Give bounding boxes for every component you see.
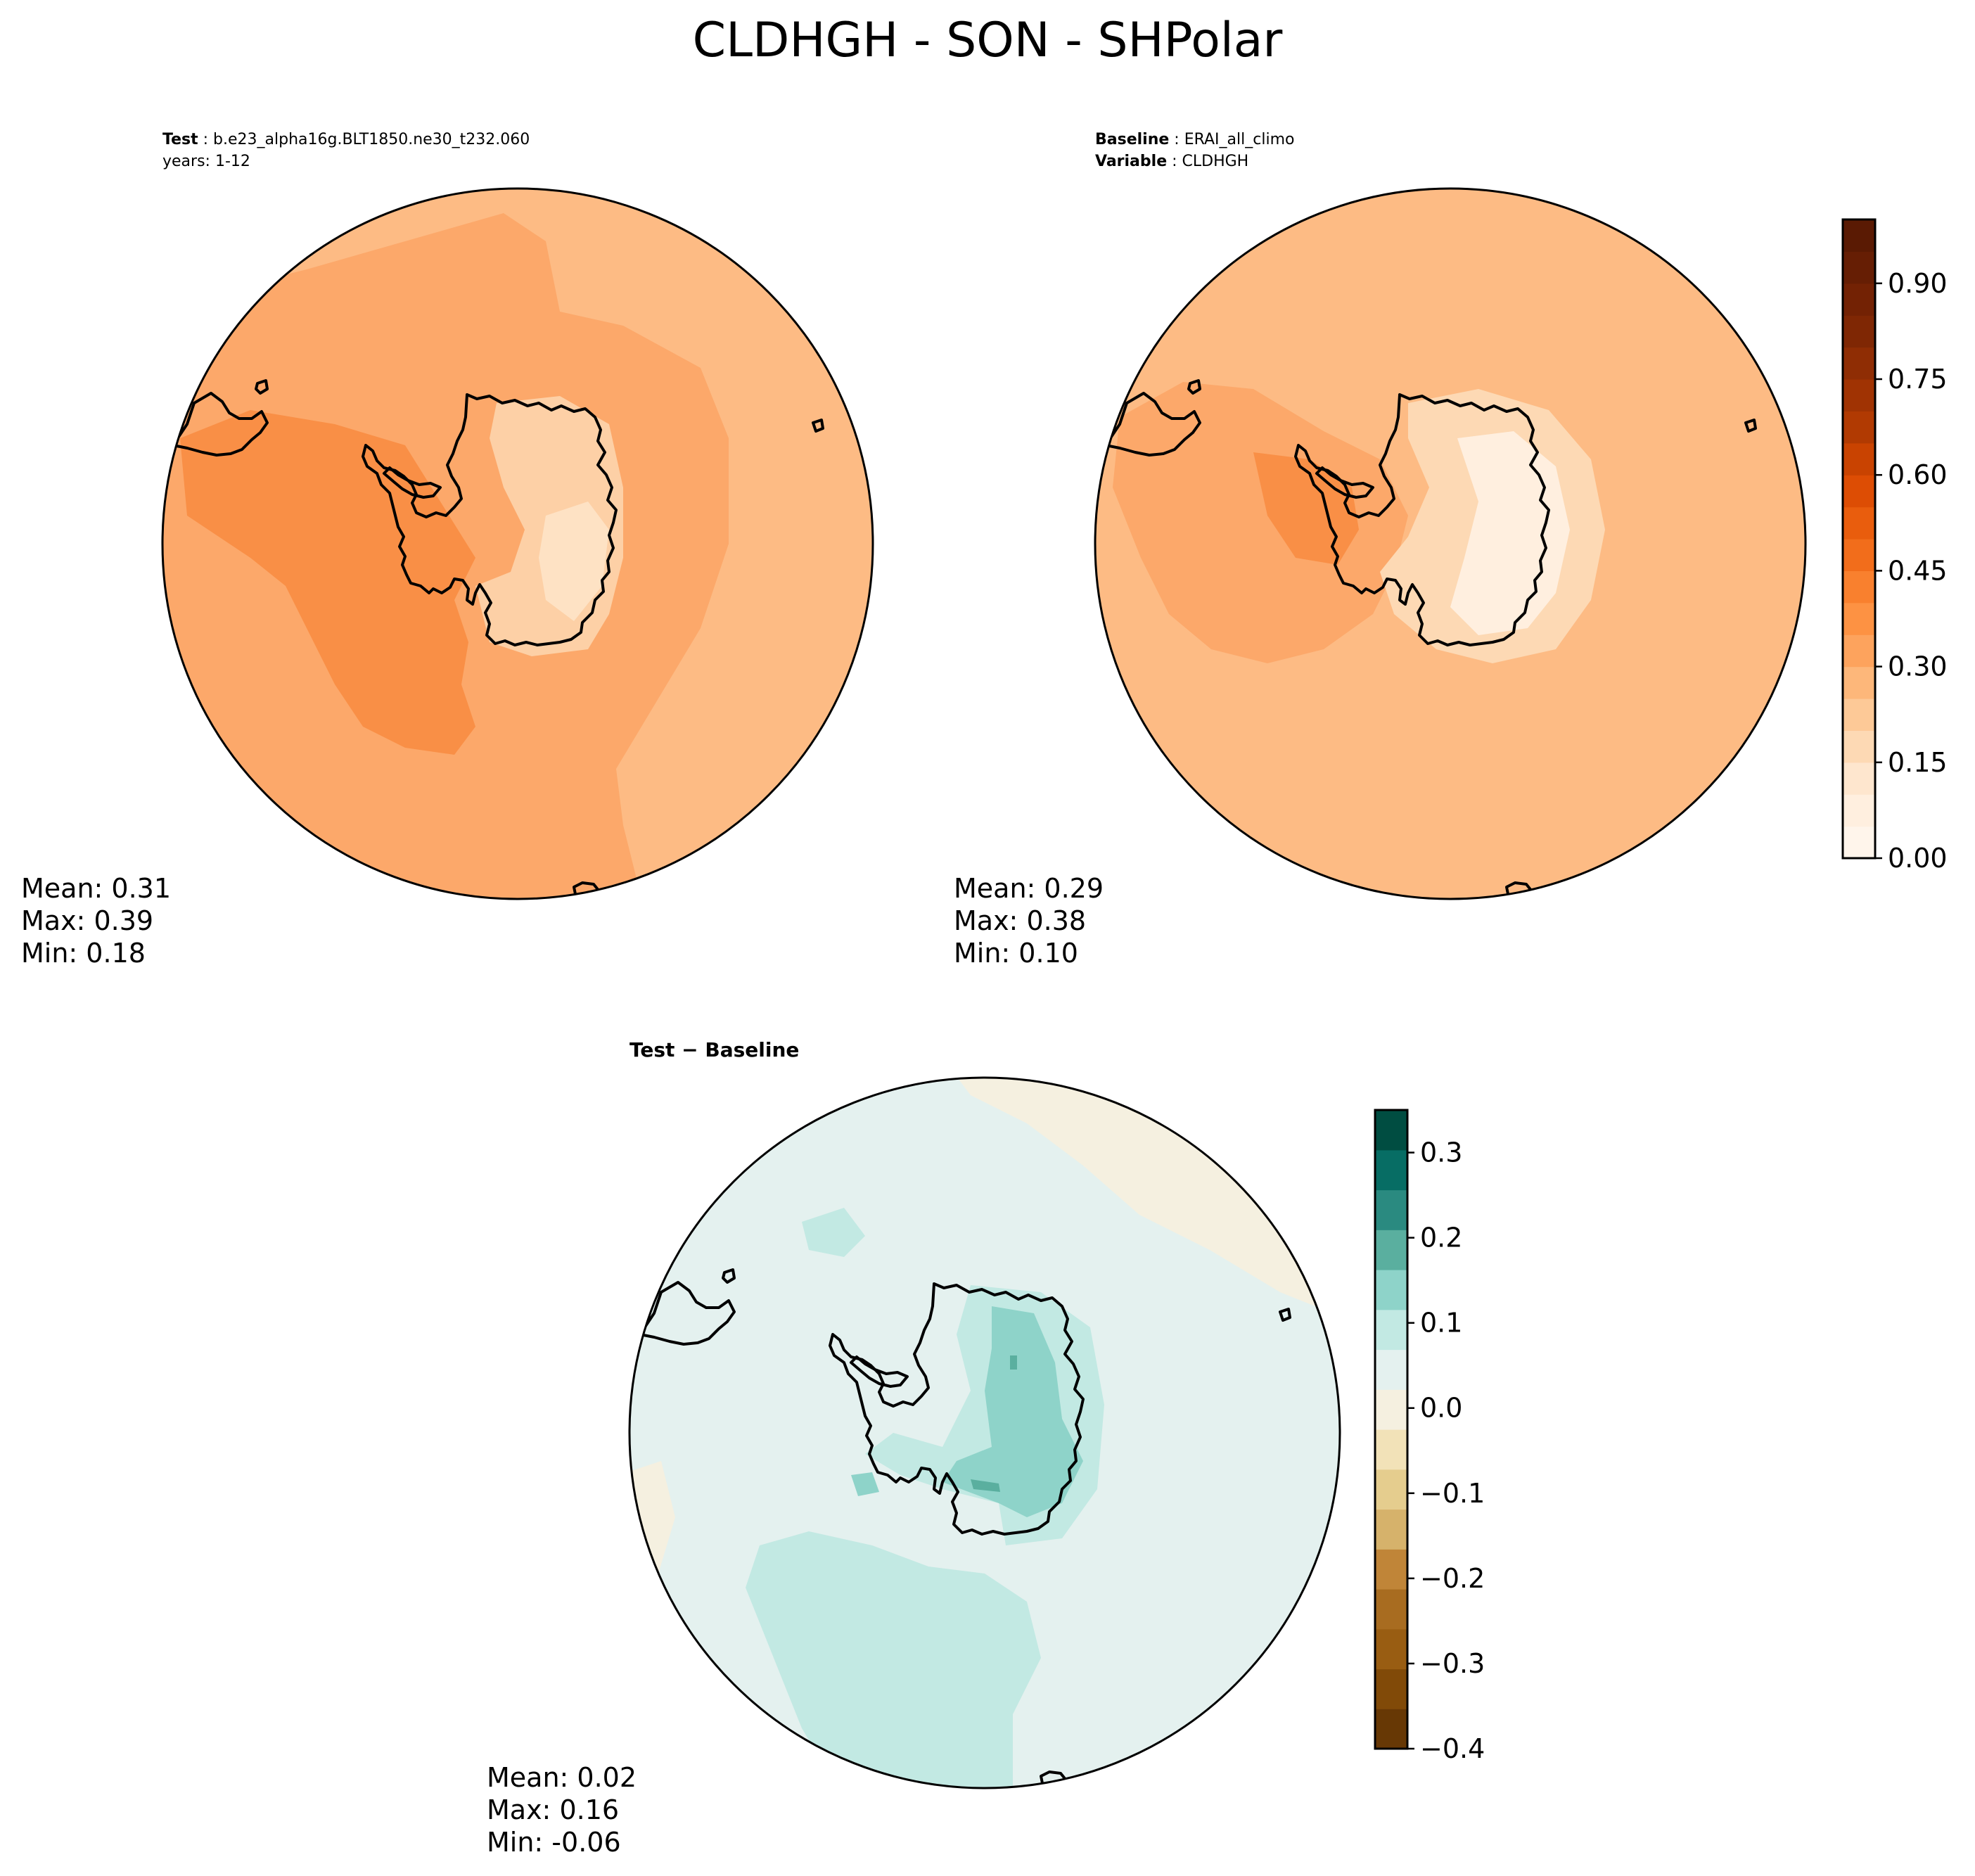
test-stat-min: Min: 0.18	[21, 938, 146, 969]
diff-field-pos1-west	[802, 1208, 865, 1257]
main-colorbar-segment	[1843, 762, 1875, 795]
baseline-stat-max: Max: 0.38	[954, 905, 1086, 936]
test-panel: Test : b.e23_alpha16g.BLT1850.ne30_t232.…	[21, 131, 874, 969]
diff-colorbar: −0.4 −0.3 −0.2 −0.1 0.0 0.1 0.2 0.3	[1374, 1109, 1485, 1764]
diff-stat-max: Max: 0.16	[487, 1794, 619, 1825]
main-colorbar-segment	[1843, 283, 1875, 316]
baseline-map	[1095, 189, 1805, 899]
diff-colorbar-segment	[1375, 1389, 1407, 1430]
baseline-stat-mean: Mean: 0.29	[954, 873, 1104, 904]
main-colorbar-segment	[1843, 826, 1875, 859]
baseline-map-border	[1094, 187, 1807, 900]
baseline-panel: Baseline : ERAI_all_climo Variable : CLD…	[954, 131, 1807, 969]
diff-colorbar-segment	[1375, 1429, 1407, 1470]
main-colorbar-segment	[1843, 442, 1875, 476]
baseline-field-darker	[1113, 382, 1408, 663]
main-colorbar-tick-label: 0.30	[1888, 651, 1948, 682]
diff-colorbar-tick-label: −0.2	[1420, 1563, 1485, 1594]
diff-stat-min: Min: -0.06	[487, 1827, 621, 1858]
main-colorbar-segment	[1843, 506, 1875, 540]
diff-colorbar-segment	[1375, 1549, 1407, 1590]
diff-colorbar-segment	[1375, 1469, 1407, 1510]
diff-stat-mean: Mean: 0.02	[487, 1762, 637, 1793]
baseline-variable: Variable : CLDHGH	[1095, 153, 1248, 170]
main-colorbar-tick-label: 0.45	[1888, 555, 1948, 586]
diff-colorbar-segment	[1375, 1509, 1407, 1550]
diff-colorbar-segment	[1375, 1709, 1407, 1749]
test-field-darkest	[180, 410, 475, 755]
diff-map-border	[628, 1076, 1341, 1789]
diff-label: Test − Baseline	[629, 1038, 799, 1061]
diff-colorbar-segment	[1375, 1628, 1407, 1670]
main-colorbar-segment	[1843, 698, 1875, 731]
diff-panel: Test − Baseline Mean: 0.02 Max: 0.16 Min…	[487, 1038, 1341, 1858]
baseline-stat-min: Min: 0.10	[954, 938, 1078, 969]
diff-colorbar-segment	[1375, 1230, 1407, 1270]
diff-colorbar-segment	[1375, 1668, 1407, 1709]
baseline-field-lightest	[1450, 431, 1570, 635]
diff-colorbar-tick-label: 0.3	[1420, 1137, 1462, 1168]
main-colorbar-tick-label: 0.00	[1888, 843, 1948, 874]
test-stat-max: Max: 0.39	[21, 905, 153, 936]
main-colorbar-segment	[1843, 251, 1875, 284]
main-colorbar-segment	[1843, 219, 1875, 252]
baseline-field-darkest	[1253, 452, 1359, 565]
test-map-border	[161, 187, 874, 900]
diff-colorbar-segment	[1375, 1589, 1407, 1630]
main-colorbar-segment	[1843, 666, 1875, 699]
diff-colorbar-tick-label: −0.1	[1420, 1478, 1485, 1509]
diff-field-pos2	[942, 1306, 1083, 1517]
diff-colorbar-tick-label: 0.1	[1420, 1308, 1462, 1339]
main-colorbar-segment	[1843, 347, 1875, 380]
diff-colorbar-segment	[1375, 1189, 1407, 1230]
diff-colorbar-outline	[1374, 1109, 1409, 1750]
diff-colorbar-segment	[1375, 1270, 1407, 1310]
main-colorbar-tick-label: 0.15	[1888, 747, 1948, 778]
diff-colorbar-tick-label: 0.2	[1420, 1223, 1462, 1253]
test-field-lightest	[539, 502, 609, 621]
main-colorbar-segment	[1843, 539, 1875, 571]
main-colorbar-segment	[1843, 315, 1875, 348]
main-colorbar: 0.00 0.15 0.30 0.45 0.60 0.75 0.90	[1841, 218, 1948, 874]
test-stat-mean: Mean: 0.31	[21, 873, 171, 904]
main-colorbar-tick-label: 0.60	[1888, 459, 1948, 490]
figure-title: CLDHGH - SON - SHPolar	[693, 13, 1283, 68]
diff-field-pos3	[971, 1355, 1017, 1492]
diff-colorbar-tick-label: −0.3	[1420, 1648, 1485, 1679]
diff-map	[629, 1078, 1340, 1788]
main-colorbar-segment	[1843, 730, 1875, 763]
diff-colorbar-segment	[1375, 1110, 1407, 1151]
main-colorbar-segment	[1843, 475, 1875, 508]
diff-field-pos2-b	[851, 1472, 879, 1496]
diff-colorbar-tick-label: −0.4	[1420, 1733, 1485, 1764]
main-colorbar-tick-label: 0.75	[1888, 364, 1948, 395]
baseline-label: Baseline : ERAI_all_climo	[1095, 131, 1294, 148]
main-colorbar-segment	[1843, 379, 1875, 411]
main-colorbar-segment	[1843, 411, 1875, 444]
main-colorbar-segment	[1843, 634, 1875, 668]
test-map	[162, 189, 873, 899]
test-label: Test : b.e23_alpha16g.BLT1850.ne30_t232.…	[162, 131, 530, 148]
test-years: years: 1-12	[162, 153, 250, 170]
main-colorbar-segment	[1843, 602, 1875, 635]
main-colorbar-segment	[1843, 794, 1875, 827]
main-colorbar-tick-label: 0.90	[1888, 268, 1948, 299]
diff-colorbar-segment	[1375, 1309, 1407, 1351]
diff-colorbar-segment	[1375, 1349, 1407, 1390]
main-colorbar-segment	[1843, 570, 1875, 604]
diff-colorbar-segment	[1375, 1149, 1407, 1191]
diff-colorbar-tick-label: 0.0	[1420, 1393, 1462, 1424]
main-colorbar-outline	[1841, 218, 1877, 860]
diff-field-pos1-main	[746, 1531, 1041, 1788]
